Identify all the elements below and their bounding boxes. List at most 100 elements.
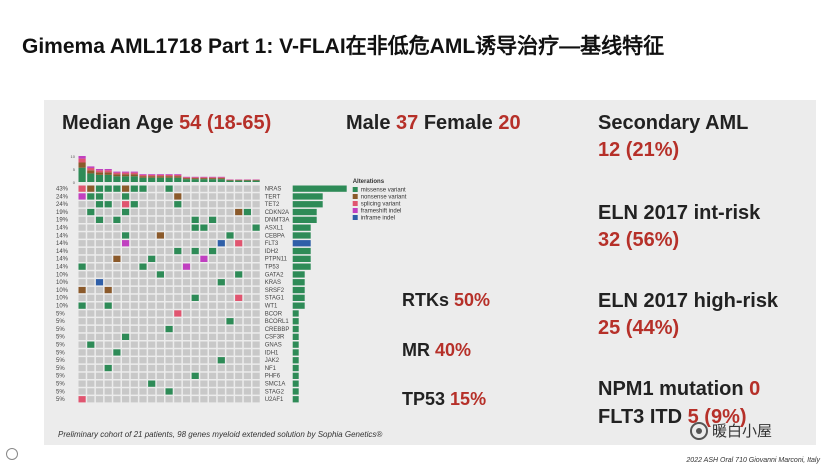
oncoprint-cell [95, 380, 104, 387]
top-count-bar-segment [191, 176, 199, 178]
top-count-bar-segment [209, 177, 217, 179]
oncoprint-cell [200, 255, 208, 262]
oncoprint-cell [191, 286, 199, 294]
oncoprint-cell [165, 208, 173, 216]
tp53-stat: TP53 15% [402, 389, 486, 410]
oncoprint-cell [200, 380, 208, 387]
oncoprint-cell [209, 388, 217, 395]
top-count-bar-segment [139, 176, 147, 178]
oncoprint-cell [139, 201, 147, 208]
oncoprint-cell [217, 279, 225, 286]
oncoprint-cell [200, 372, 208, 379]
gene-count-bar [292, 240, 311, 247]
oncoprint-cell [235, 193, 243, 200]
oncoprint-cell [78, 357, 86, 364]
oncoprint-cell [95, 310, 104, 317]
oncoprint-cell [174, 271, 182, 278]
oncoprint-cell [182, 216, 191, 223]
top-count-bar-segment [104, 174, 112, 182]
oncoprint-cell [226, 208, 234, 216]
top-count-bar-segment [209, 178, 217, 180]
oncoprint-cell [122, 341, 130, 348]
oncoprint-cell [200, 318, 208, 325]
top-count-bar-segment [130, 174, 138, 177]
oncoprint-cell [182, 341, 191, 348]
oncoprint-cell [191, 357, 199, 364]
top-count-bar-segment [174, 176, 182, 178]
top-count-bar-segment [200, 178, 208, 180]
top-count-bar-segment [156, 176, 164, 178]
oncoprint-cell [130, 255, 138, 262]
oncoprint-cell [104, 318, 112, 325]
oncoprint-cell [243, 349, 251, 356]
oncoprint-cell [243, 247, 251, 255]
oncoprint-cell [87, 310, 95, 317]
oncoprint-cell [148, 357, 156, 364]
oncoprint-cell [87, 333, 95, 340]
oncoprint-cell [113, 193, 121, 200]
oncoprint-cell [95, 388, 104, 395]
oncoprint-cell [87, 271, 95, 278]
oncoprint-cell [165, 279, 173, 286]
rtks-value: 50% [454, 290, 491, 310]
oncoprint-cell [113, 318, 121, 325]
oncoprint-cell [182, 208, 191, 216]
oncoprint-cell [252, 247, 260, 255]
oncoprint-cell [200, 357, 208, 364]
tp53-value: 15% [450, 389, 487, 409]
gene-count-bar [292, 271, 305, 278]
gene-name-label: STAG2 [265, 389, 285, 395]
gene-percent-label: 5% [56, 382, 65, 388]
legend-swatch [352, 208, 358, 213]
gene-name-label: FLT3 [265, 241, 279, 247]
oncoprint-cell [130, 357, 138, 364]
oncoprint-cell [174, 201, 182, 208]
oncoprint-cell [148, 396, 156, 403]
oncoprint-cell [104, 201, 112, 208]
oncoprint-cell [95, 208, 104, 216]
oncoprint-cell [252, 310, 260, 317]
oncoprint-cell [78, 247, 86, 255]
oncoprint-cell [104, 185, 112, 192]
top-count-bar-segment [174, 177, 182, 182]
oncoprint-cell [226, 357, 234, 364]
oncoprint-cell [113, 310, 121, 317]
oncoprint-cell [78, 364, 86, 372]
oncoprint-cell [78, 271, 86, 278]
oncoprint-cell [130, 185, 138, 192]
oncoprint-cell [209, 364, 217, 372]
oncoprint-cell [182, 255, 191, 262]
oncoprint-cell [217, 240, 225, 247]
oncoprint-cell [113, 185, 121, 192]
top-count-bar-segment [235, 180, 243, 182]
oncoprint-cell [148, 294, 156, 301]
gene-percent-label: 14% [56, 249, 69, 255]
gene-name-label: CSF3R [265, 335, 285, 341]
oncoprint-cell [235, 216, 243, 223]
top-count-bar-segment [243, 180, 251, 181]
oncoprint-cell [217, 396, 225, 403]
oncoprint-cell [174, 255, 182, 262]
top-count-bar-segment [113, 171, 121, 173]
oncoprint-cell [122, 271, 130, 278]
oncoprint-cell [174, 349, 182, 356]
oncoprint-cell [130, 364, 138, 372]
top-count-bar-segment [139, 177, 147, 182]
oncoprint-cell [200, 193, 208, 200]
oncoprint-cell [191, 279, 199, 286]
oncoprint-cell [226, 286, 234, 294]
oncoprint-cell [182, 372, 191, 379]
npm1-label: NPM1 mutation [598, 378, 744, 400]
oncoprint-cell [87, 247, 95, 255]
oncoprint-cell [235, 310, 243, 317]
oncoprint-cell [217, 232, 225, 239]
oncoprint-cell [226, 349, 234, 356]
gene-name-label: BCORL1 [265, 319, 290, 325]
oncoprint-cell [113, 216, 121, 223]
oncoprint-cell [78, 263, 86, 270]
oncoprint-cell [182, 294, 191, 301]
oncoprint-cell [122, 333, 130, 340]
oncoprint-cell [130, 333, 138, 340]
top-count-bar-segment [95, 174, 104, 182]
oncoprint-cell [139, 349, 147, 356]
